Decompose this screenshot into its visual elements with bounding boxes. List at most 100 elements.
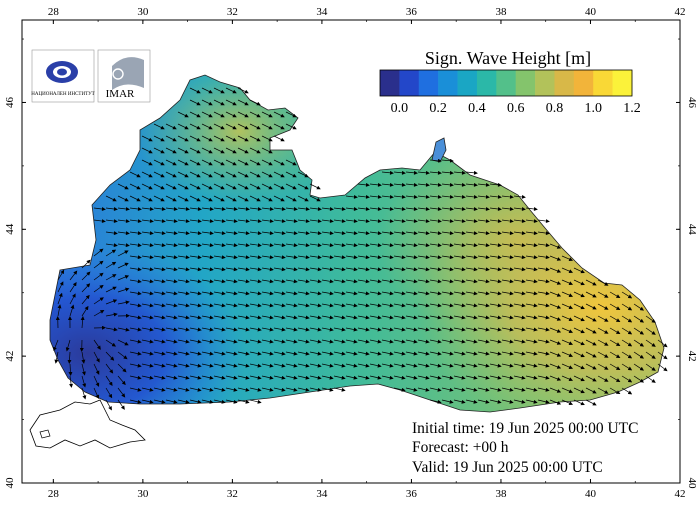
wave-direction-arrow — [321, 315, 334, 320]
wave-direction-arrow — [525, 351, 538, 356]
wave-direction-arrow — [321, 219, 334, 224]
wave-direction-arrow — [477, 339, 490, 344]
wave-direction-arrow — [249, 291, 262, 296]
wave-direction-arrow — [57, 269, 65, 281]
wave-direction-arrow — [93, 375, 100, 387]
wave-direction-arrow — [417, 231, 430, 236]
wave-direction-arrow — [117, 195, 129, 202]
wave-direction-arrow — [549, 291, 562, 297]
wave-direction-arrow — [405, 315, 418, 320]
wave-direction-arrow — [189, 159, 201, 166]
wave-direction-arrow — [249, 231, 262, 236]
wave-direction-arrow — [273, 171, 285, 178]
wave-direction-arrow — [237, 267, 250, 272]
wave-direction-arrow — [117, 275, 130, 281]
hydrometeorological-institute-logo: НАЦИОНАЛЕН ИНСТИТУТ — [31, 49, 95, 103]
wave-direction-arrow — [573, 387, 585, 394]
wave-direction-arrow — [117, 363, 127, 373]
lon-label-bottom: 40 — [585, 488, 597, 500]
colorbar-swatch — [593, 70, 613, 96]
wave-direction-arrow — [201, 303, 214, 308]
wave-direction-arrow — [141, 207, 154, 211]
wave-direction-arrow — [501, 399, 514, 404]
wave-direction-arrow — [441, 291, 454, 296]
wave-direction-arrow — [369, 255, 382, 260]
wave-direction-arrow — [501, 219, 514, 224]
wave-direction-arrow — [537, 243, 550, 248]
wave-direction-arrow — [225, 195, 237, 202]
wave-direction-arrow — [249, 111, 261, 118]
wave-direction-arrow — [369, 375, 382, 380]
wave-direction-arrow — [213, 159, 225, 166]
lon-label-top: 42 — [675, 6, 686, 18]
wave-direction-arrow — [585, 339, 597, 346]
wave-direction-arrow — [561, 279, 574, 285]
wave-direction-arrow — [393, 255, 406, 260]
wave-direction-arrow — [165, 255, 178, 260]
wave-direction-arrow — [129, 363, 142, 368]
wave-direction-arrow — [525, 207, 538, 211]
wave-direction-arrow — [525, 399, 538, 404]
wave-direction-arrow — [417, 315, 430, 320]
wave-direction-arrow — [225, 135, 237, 142]
wave-direction-arrow — [129, 351, 142, 356]
wave-direction-arrow — [225, 255, 238, 260]
wave-direction-arrow — [261, 111, 273, 118]
wave-direction-arrow — [117, 327, 130, 332]
wave-direction-arrow — [201, 351, 214, 356]
wave-direction-arrow — [117, 351, 128, 360]
wave-direction-arrow — [165, 375, 178, 380]
wave-direction-arrow — [213, 363, 226, 368]
wave-direction-arrow — [177, 219, 190, 224]
wave-direction-arrow — [261, 243, 274, 248]
colorbar-swatch — [438, 70, 458, 96]
wave-direction-arrow — [153, 195, 165, 202]
colorbar-tick-label: 0.6 — [507, 101, 525, 116]
wave-direction-arrow — [201, 171, 213, 178]
wave-direction-arrow — [645, 363, 656, 371]
wave-direction-arrow — [273, 267, 286, 272]
wave-direction-arrow — [309, 339, 322, 344]
wave-direction-arrow — [129, 195, 141, 202]
wave-direction-arrow — [465, 182, 478, 187]
wave-direction-arrow — [213, 255, 226, 260]
wave-direction-arrow — [225, 351, 238, 356]
wave-direction-arrow — [297, 231, 310, 236]
wave-direction-arrow — [249, 135, 261, 142]
wave-direction-arrow — [405, 231, 418, 236]
wave-direction-arrow — [297, 171, 309, 178]
wave-direction-arrow — [261, 123, 273, 130]
wave-direction-arrow — [165, 387, 178, 392]
wave-direction-arrow — [573, 291, 585, 298]
wave-direction-arrow — [81, 294, 90, 305]
wave-direction-arrow — [249, 315, 262, 320]
wave-direction-arrow — [321, 303, 334, 308]
wave-direction-arrow — [297, 243, 310, 248]
wave-direction-arrow — [129, 267, 142, 272]
wave-direction-arrow — [93, 297, 104, 305]
colorbar-tick-label: 0.4 — [468, 101, 486, 116]
wave-direction-arrow — [357, 219, 370, 224]
wave-direction-arrow — [93, 219, 106, 224]
wave-direction-arrow — [369, 243, 382, 248]
lon-label-bottom: 36 — [406, 488, 418, 500]
wave-direction-arrow — [453, 243, 466, 248]
wave-direction-arrow — [585, 315, 597, 322]
wave-direction-arrow — [393, 303, 406, 308]
wave-direction-arrow — [561, 303, 574, 309]
wave-direction-arrow — [393, 363, 406, 368]
wave-direction-arrow — [129, 171, 141, 178]
wave-direction-arrow — [465, 231, 478, 236]
wave-direction-arrow — [441, 182, 454, 187]
wave-direction-arrow — [345, 219, 358, 224]
wave-direction-arrow — [189, 99, 201, 106]
wave-direction-arrow — [129, 243, 142, 248]
wave-direction-arrow — [633, 351, 645, 359]
wave-direction-arrow — [585, 351, 597, 358]
wave-direction-arrow — [513, 279, 526, 284]
wave-direction-arrow — [429, 279, 442, 284]
wave-direction-arrow — [453, 387, 466, 392]
wave-direction-arrow — [297, 375, 310, 380]
wave-direction-arrow — [357, 303, 370, 308]
wave-direction-arrow — [429, 194, 442, 199]
